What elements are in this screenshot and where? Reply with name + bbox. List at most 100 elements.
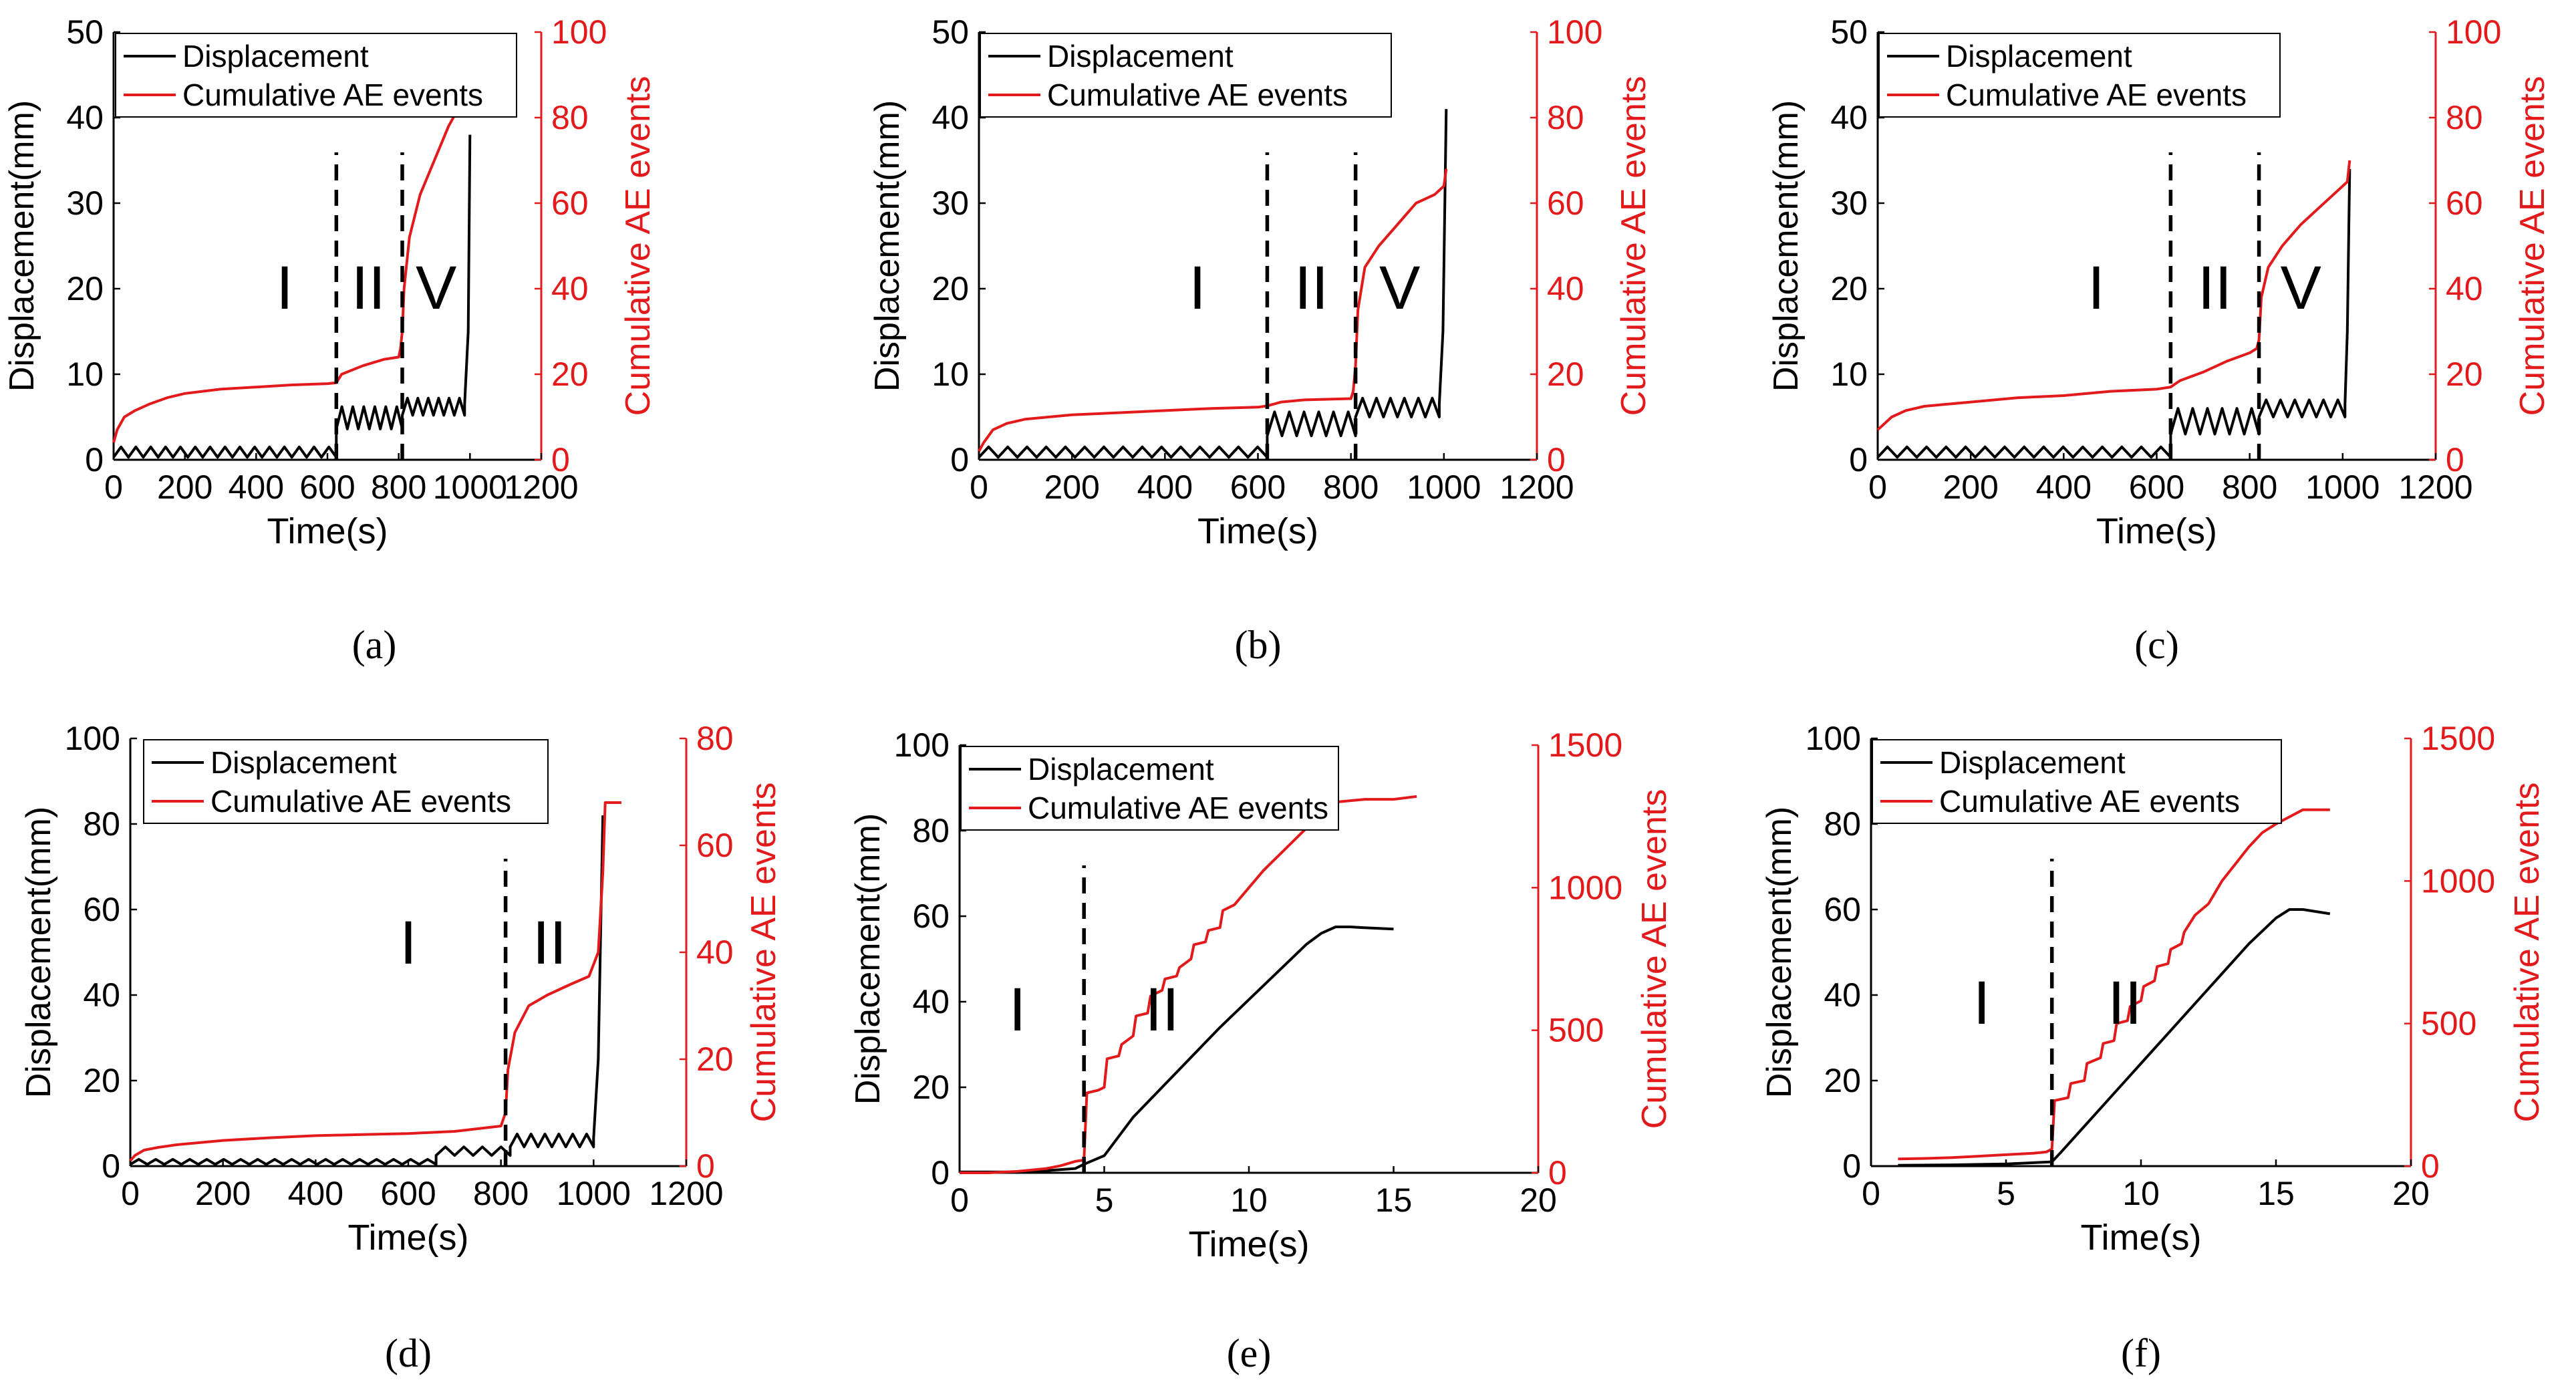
y-tick-label-left: 60 xyxy=(912,897,950,935)
x-axis-label: Time(s) xyxy=(1197,511,1318,551)
legend: Displacement Cumulative AE events xyxy=(980,33,1392,118)
x-tick-label: 1000 xyxy=(1407,468,1481,506)
legend-entry-displacement: Displacement xyxy=(1028,752,1214,787)
x-tick-label: 200 xyxy=(1943,468,1998,506)
cumulative-ae-series-line xyxy=(1898,808,2330,1161)
y-axis-label-left: Displacement(mm) xyxy=(1767,100,1806,392)
y-tick-label-left: 100 xyxy=(65,720,120,757)
y-tick-label-right: 1000 xyxy=(2421,862,2495,899)
y-axis-label-right: Cumulative AE events xyxy=(2513,76,2552,416)
y-tick-label-left: 50 xyxy=(932,13,969,51)
x-tick-label: 1000 xyxy=(557,1175,631,1212)
y-tick-label-left: 40 xyxy=(83,976,120,1014)
x-tick-label: 800 xyxy=(2222,468,2277,506)
y-tick-label-left: 60 xyxy=(1824,891,1861,928)
x-tick-label: 5 xyxy=(1997,1175,2015,1212)
legend-entry-cumulative-ae: Cumulative AE events xyxy=(1028,791,1328,825)
displacement-series-line xyxy=(1898,908,2331,1167)
panel-label: (c) xyxy=(2134,623,2179,667)
x-tick-label: 15 xyxy=(2257,1175,2295,1212)
y-tick-label-left: 20 xyxy=(912,1069,950,1106)
chart-panel: 0 5 10 15 20020406080100050010001500Time(s)D… xyxy=(1760,720,2547,1375)
x-axis-label: Time(s) xyxy=(2081,1218,2202,1258)
x-tick-label: 10 xyxy=(2122,1175,2160,1212)
x-tick-label: 0 xyxy=(1862,1175,1880,1212)
stage-label: V xyxy=(416,254,456,322)
y-tick-label-right: 100 xyxy=(551,13,607,51)
legend-entry-displacement: Displacement xyxy=(1946,39,2132,74)
legend: Displacement Cumulative AE events xyxy=(1878,33,2281,118)
y-tick-label-left: 40 xyxy=(912,983,950,1020)
x-tick-label: 15 xyxy=(1375,1181,1413,1219)
y-tick-label-left: 20 xyxy=(66,270,104,307)
legend-entry-displacement: Displacement xyxy=(1047,39,1234,74)
y-tick-label-left: 50 xyxy=(1830,13,1868,51)
panel-label: (e) xyxy=(1227,1331,1272,1375)
legend-entry-cumulative-ae: Cumulative AE events xyxy=(182,78,483,112)
legend: Displacement Cumulative AE events xyxy=(115,33,517,118)
y-tick-label-left: 0 xyxy=(1849,441,1868,478)
chart-panel: 0 5 10 15 20020406080100050010001500Time(s)D… xyxy=(849,726,1674,1375)
y-tick-label-right: 1500 xyxy=(1548,726,1622,764)
x-tick-label: 800 xyxy=(473,1175,529,1212)
y-tick-label-left: 0 xyxy=(85,441,104,478)
legend-box xyxy=(980,33,1392,118)
y-tick-label-right: 0 xyxy=(2446,441,2464,478)
x-tick-label: 1200 xyxy=(2398,468,2472,506)
y-tick-label-right: 20 xyxy=(551,356,589,393)
y-tick-label-right: 80 xyxy=(2446,99,2483,136)
y-tick-label-right: 20 xyxy=(1547,356,1584,393)
y-axis-label-left: Displacement(mm) xyxy=(3,100,41,392)
x-tick-label: 1000 xyxy=(2305,468,2380,506)
x-tick-label: 200 xyxy=(195,1175,251,1212)
x-tick-label: 200 xyxy=(1044,468,1099,506)
x-tick-label: 0 xyxy=(121,1175,140,1212)
legend-entry-cumulative-ae: Cumulative AE events xyxy=(1939,784,2240,819)
y-tick-label-right: 20 xyxy=(696,1040,734,1078)
chart-panel: 0 200 400 600 800 1000 12000204060801000204060… xyxy=(19,720,783,1375)
legend: Displacement Cumulative AE events xyxy=(1872,739,2282,824)
panel-label: (f) xyxy=(2121,1331,2161,1375)
x-tick-label: 0 xyxy=(1868,468,1887,506)
stage-label: I xyxy=(400,909,417,977)
y-tick-label-left: 30 xyxy=(932,184,969,222)
stage-label: II xyxy=(533,909,567,977)
cumulative-ae-series-line xyxy=(1876,160,2351,431)
legend-box xyxy=(1878,33,2281,118)
y-tick-label-left: 100 xyxy=(894,726,950,764)
x-tick-label: 1000 xyxy=(433,468,507,506)
x-axis-label: Time(s) xyxy=(1189,1224,1310,1264)
stage-label: II xyxy=(1294,254,1328,322)
y-tick-label-left: 40 xyxy=(1824,976,1861,1014)
y-tick-label-left: 80 xyxy=(1824,805,1861,843)
y-tick-label-left: 20 xyxy=(1824,1062,1861,1099)
y-axis-label-left: Displacement(mm) xyxy=(868,100,907,392)
x-axis-label: Time(s) xyxy=(348,1218,469,1258)
stage-label: I xyxy=(1009,976,1026,1044)
y-tick-label-right: 40 xyxy=(696,934,734,971)
displacement-series-line xyxy=(1876,168,2351,459)
y-tick-label-right: 80 xyxy=(1547,99,1584,136)
y-axis-label-left: Displacement(mm) xyxy=(19,807,58,1098)
x-tick-label: 600 xyxy=(380,1175,436,1212)
x-tick-label: 600 xyxy=(1230,468,1286,506)
stage-label: I xyxy=(1973,969,1991,1037)
panel-label: (d) xyxy=(385,1331,432,1375)
x-tick-label: 1200 xyxy=(1499,468,1574,506)
y-tick-label-right: 500 xyxy=(1548,1012,1604,1049)
panel-label: (b) xyxy=(1235,623,1282,667)
y-tick-label-left: 80 xyxy=(83,805,120,843)
x-tick-label: 600 xyxy=(2129,468,2184,506)
y-axis-label-right: Cumulative AE events xyxy=(1635,789,1674,1129)
y-tick-label-left: 0 xyxy=(931,1154,950,1192)
x-tick-label: 400 xyxy=(1137,468,1193,506)
y-tick-label-right: 100 xyxy=(1547,13,1602,51)
y-tick-label-right: 20 xyxy=(2446,356,2483,393)
y-tick-label-right: 60 xyxy=(2446,184,2483,222)
displacement-series-line xyxy=(978,109,1448,459)
y-tick-label-left: 40 xyxy=(932,99,969,136)
legend-entry-displacement: Displacement xyxy=(182,39,369,74)
y-tick-label-right: 1500 xyxy=(2421,720,2495,757)
